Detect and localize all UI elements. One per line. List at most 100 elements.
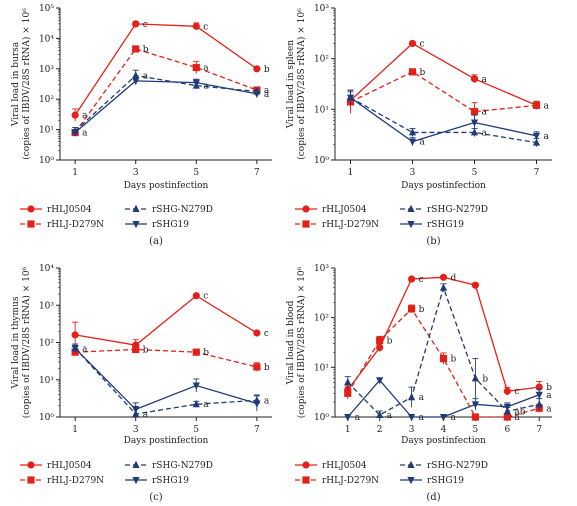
significance-label: a (514, 413, 520, 423)
x-tick-label: 5 (193, 425, 199, 435)
significance-label: b (546, 383, 552, 393)
significance-label: a (82, 344, 88, 354)
data-point (132, 345, 140, 354)
series-line (75, 348, 258, 368)
y-tick-label: 10⁰ (314, 413, 329, 423)
y-axis-label: Viral load in spleen (286, 40, 296, 129)
significance-label: a (143, 410, 149, 420)
legend-label: rHLJ-D279N (47, 476, 104, 486)
significance-label: a (419, 393, 425, 403)
y-tick-label: 10¹ (39, 376, 54, 386)
x-tick-label: 3 (133, 425, 139, 435)
series-rshg19: a (71, 76, 270, 137)
data-point (470, 75, 479, 83)
data-point (71, 129, 79, 137)
legend-marker (407, 221, 415, 229)
data-point (532, 101, 541, 109)
data-point (192, 382, 200, 390)
data-point (439, 283, 448, 291)
data-point (71, 345, 79, 353)
legend-label: rSHG-N279D (427, 205, 488, 215)
significance-label: a (387, 411, 393, 421)
legend-label: rSHG-N279D (152, 205, 213, 215)
legend-marker (407, 460, 415, 468)
legend: rHLJ0504 rSHG-N279D rHLJ-D279N rSHG19 (295, 460, 488, 486)
data-point (470, 108, 479, 116)
y-tick-label: 10¹ (39, 126, 54, 136)
data-point (407, 275, 416, 283)
legend-label: rSHG19 (427, 220, 464, 230)
series-rshg19: aa (346, 91, 550, 148)
data-point (532, 132, 541, 141)
significance-label: c (420, 39, 425, 49)
series-rshg19: a a a a (344, 377, 552, 423)
significance-label: ab (514, 407, 525, 417)
legend-label: rHLJ-D279N (322, 220, 379, 230)
data-point (132, 406, 140, 414)
x-tick-label: 5 (472, 168, 478, 178)
significance-label: b (419, 305, 425, 315)
significance-label: a (82, 111, 88, 121)
y-tick-label: 10⁰ (39, 156, 54, 166)
data-point (439, 414, 448, 422)
legend-marker (27, 461, 35, 469)
y-tick-label: 10³ (39, 301, 54, 311)
data-point (253, 363, 261, 371)
significance-label: b (143, 345, 149, 355)
legend-marker (27, 220, 35, 228)
panel-label: (a) (149, 236, 163, 247)
significance-label: a (546, 391, 552, 401)
data-point (192, 79, 200, 87)
series-rhlj0504: ca (346, 39, 541, 111)
legend-marker (132, 204, 140, 212)
legend-label: rSHG-N279D (152, 461, 213, 471)
significance-label: a (482, 75, 488, 85)
significance-label: c (514, 387, 519, 397)
legend-marker (302, 461, 310, 469)
data-point (471, 374, 480, 382)
y-tick-label: 10⁴ (39, 264, 54, 274)
significance-label: a (482, 128, 488, 138)
data-point (376, 343, 384, 352)
legend-marker (302, 476, 310, 484)
chart-panel-4: 10⁰ 10¹ 10² 10³ 1 2 3 4 5 6 7 Viral load in blood (c… (286, 264, 552, 503)
significance-label: b (451, 355, 457, 365)
series-line (350, 97, 537, 143)
significance-label: a (203, 400, 209, 410)
data-point (376, 410, 384, 418)
significance-label: a (544, 101, 550, 111)
data-point (192, 348, 200, 356)
legend-label: rSHG19 (427, 476, 464, 486)
x-tick-label: 1 (72, 168, 78, 178)
significance-label: a (203, 64, 209, 74)
series-line (74, 23, 258, 116)
y-tick-label: 10¹ (314, 105, 329, 115)
x-tick-label: 6 (504, 425, 510, 435)
legend: rHLJ0504 rSHG-N279D rHLJ-D279N rSHG19 (295, 204, 488, 230)
x-tick-label: 5 (193, 168, 199, 178)
y-tick-label: 10³ (314, 4, 329, 14)
chart-panel-1: 10⁰ 10¹ 10² 10³ 10⁴ 10⁵ 1 3 5 7 Viral load in burs… (11, 4, 272, 247)
legend-label: rHLJ-D279N (47, 220, 104, 230)
legend: rHLJ0504 rSHG-N279D rHLJ-D279N rSHG19 (20, 204, 213, 230)
data-point (470, 128, 479, 136)
data-point (503, 387, 511, 395)
data-point (192, 292, 200, 300)
significance-label: b (387, 336, 393, 346)
series-line (75, 294, 258, 346)
data-point (192, 63, 200, 72)
significance-label: a (355, 413, 361, 423)
x-tick-label: 1 (72, 425, 78, 435)
y-tick-label: 10⁵ (39, 4, 54, 14)
legend-label: rHLJ0504 (47, 461, 92, 471)
y-tick-label: 10³ (39, 65, 54, 75)
data-point (346, 94, 355, 102)
x-tick-label: 3 (410, 168, 416, 178)
significance-label: c (264, 329, 269, 339)
significance-label: b (143, 45, 149, 55)
data-point (408, 39, 417, 48)
y-tick-label: 10² (39, 339, 54, 349)
legend-marker (132, 221, 140, 229)
